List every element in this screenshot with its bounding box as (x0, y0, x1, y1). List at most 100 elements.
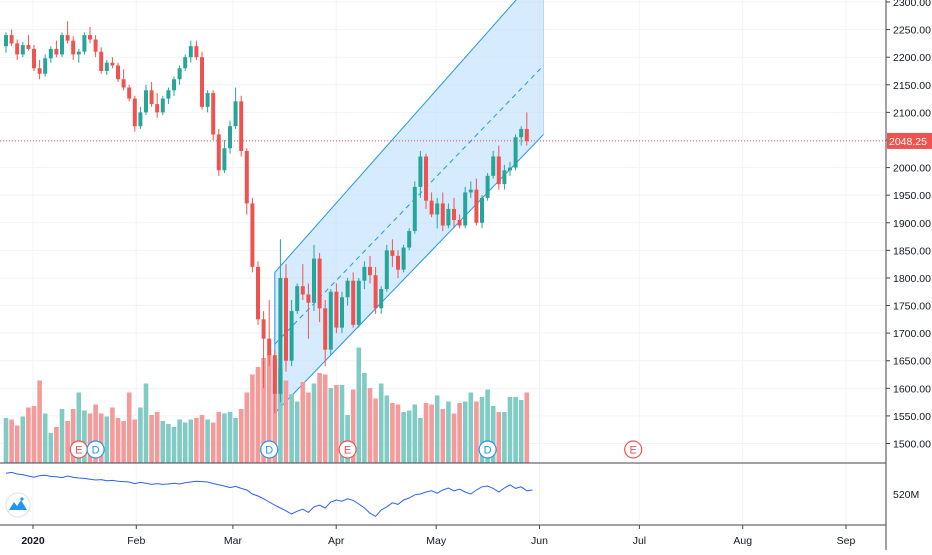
volume-bar (42, 413, 48, 463)
volume-bar (457, 403, 462, 463)
candle-body (384, 250, 389, 289)
candle-body (239, 101, 244, 152)
price-axis-background (886, 0, 932, 550)
event-marker-d[interactable]: D (86, 440, 105, 459)
candle-body (429, 200, 434, 215)
time-tick-label: Apr (328, 535, 345, 547)
candle-body (216, 134, 221, 171)
volume-bar (59, 409, 65, 463)
volume-bar (188, 419, 194, 463)
candle-body (20, 45, 25, 55)
volume-bar (14, 425, 20, 463)
volume-bar (3, 418, 9, 463)
volume-bar (121, 421, 126, 463)
regression-channel (274, 0, 544, 414)
candle-body (121, 79, 126, 88)
volume-bar (395, 404, 401, 463)
candle-body (160, 98, 165, 113)
volume-bar (328, 388, 334, 463)
price-tick-label: 1950.00 (893, 190, 931, 202)
event-letter: D (265, 445, 273, 457)
channel-upper-line (274, 0, 517, 273)
price-tick-label: 2300.00 (893, 0, 931, 9)
volume-bar (182, 422, 188, 463)
candle-body (424, 156, 428, 201)
candle-body (144, 90, 148, 113)
volume-bar (98, 413, 104, 463)
candle-body (200, 57, 204, 107)
candle-body (71, 40, 76, 55)
indicator-pane (0, 462, 886, 526)
candle-body (519, 128, 524, 138)
volume-bar (110, 407, 115, 463)
candle-body (250, 203, 255, 267)
last-price-label: 2048.25 (889, 136, 927, 148)
event-marker-d[interactable]: D (260, 440, 279, 459)
candle-body (300, 286, 305, 295)
volume-bar (266, 353, 272, 463)
volume-bar (65, 421, 70, 463)
candle-body (149, 90, 154, 105)
candle-body (155, 104, 160, 113)
candle-body (172, 79, 176, 91)
candle-body (368, 266, 372, 276)
candle-body (396, 255, 400, 270)
volume-bar (339, 385, 345, 463)
volume-bar (9, 419, 14, 463)
volume-bar (356, 347, 362, 463)
candle-body (188, 46, 193, 58)
price-tick-label: 1700.00 (893, 328, 931, 340)
price-tick-label: 2000.00 (893, 163, 931, 175)
volume-bar (82, 410, 87, 463)
price-tick-label: 1800.00 (893, 273, 931, 285)
time-tick-label: Aug (733, 535, 752, 547)
candle-body (267, 338, 272, 356)
candle-body (278, 277, 283, 394)
price-tick-label: 2250.00 (893, 25, 931, 37)
volume-bar (283, 380, 289, 463)
event-circle (86, 440, 105, 459)
candlesticks (4, 21, 529, 414)
event-marker-e[interactable]: E (69, 440, 88, 459)
candle-body (401, 247, 406, 270)
candle-body (379, 288, 384, 309)
volume-bar (507, 397, 513, 463)
volume-bar (216, 412, 222, 463)
candle-body (228, 126, 232, 149)
volume-bar (87, 413, 93, 463)
candle-body (26, 45, 31, 49)
volume-bar (233, 418, 238, 463)
logo-dot (20, 497, 24, 501)
candle-body (496, 156, 501, 185)
volume-bar (70, 409, 76, 463)
candle-body (88, 35, 92, 40)
indicator-line (5, 471, 533, 518)
volume-bar (390, 403, 395, 463)
volume-bar (479, 397, 485, 463)
volume-bar (76, 392, 82, 463)
event-marker-e[interactable]: E (338, 440, 357, 459)
volume-bar (300, 382, 306, 463)
candle-body (222, 148, 227, 171)
event-letter: D (92, 445, 100, 457)
candle-body (362, 266, 367, 281)
candle-body (54, 48, 59, 55)
volume-bar (429, 404, 434, 463)
event-marker-e[interactable]: E (624, 440, 643, 459)
event-marker-d[interactable]: D (478, 440, 497, 459)
volume-bar (93, 404, 98, 463)
candle-body (390, 250, 395, 256)
volume-bar (222, 413, 227, 463)
volume-bar (518, 400, 524, 463)
volume-bar (250, 374, 255, 463)
candle-body (104, 62, 109, 71)
candle-body (340, 297, 344, 328)
price-tick-label: 1900.00 (893, 218, 931, 230)
volume-bar (367, 388, 373, 463)
candle-body (440, 203, 445, 226)
volume-bar (378, 383, 384, 463)
volume-bar (132, 419, 138, 463)
volume-bar (485, 389, 490, 463)
